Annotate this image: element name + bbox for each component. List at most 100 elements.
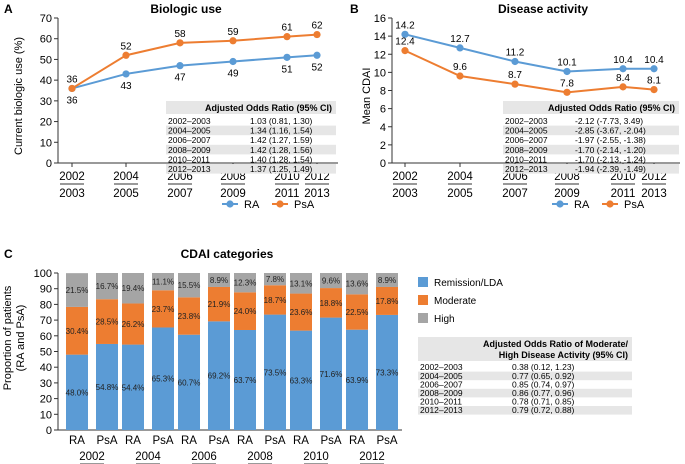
panel-b-xtick-label-bottom: 2005 bbox=[447, 188, 473, 200]
panel-c-bar-segment-remission bbox=[264, 314, 286, 430]
panel-b-table-period: 2010–2011 bbox=[505, 154, 547, 164]
panel-c-bar-segment-remission bbox=[346, 329, 368, 430]
panel-b-ytick-label: 12 bbox=[374, 49, 386, 61]
panel-c-bar-value-moderate: 24.0% bbox=[234, 307, 257, 316]
panel-b-xtick-label-bottom: 2011 bbox=[611, 188, 636, 200]
panel-c-bar-segment-high bbox=[346, 273, 368, 295]
panel-c-bar-segment-moderate bbox=[208, 286, 230, 322]
panel-c-bar-value-remission: 60.7% bbox=[178, 378, 201, 387]
panel-c-group-label-top: 2004 bbox=[135, 451, 161, 463]
panel-a-table-period: 2010–2011 bbox=[168, 154, 210, 164]
panel-a-table-value: 1.42 (1.27, 1.59) bbox=[250, 135, 313, 145]
panel-c-bar-value-remission: 48.0% bbox=[66, 388, 89, 397]
panel-c-table-value: 0.85 (0.74, 0.97) bbox=[512, 379, 575, 389]
panel-c-bar-label: PsA bbox=[96, 435, 117, 447]
panel-a-point-psa bbox=[229, 37, 237, 45]
panel-b-table-value: -1.70 (-2.13, -1.24) bbox=[575, 154, 646, 164]
panel-b-point-ra bbox=[456, 44, 464, 52]
panel-b-title: Disease activity bbox=[498, 2, 588, 16]
panel-a-ytick-label: 10 bbox=[40, 137, 52, 149]
panel-c-bar-segment-high bbox=[152, 273, 174, 291]
panel-b-letter: B bbox=[350, 2, 359, 16]
panel-c-table-row-bg bbox=[418, 388, 632, 398]
panel-a-legend-label-ra: RA bbox=[244, 199, 260, 211]
panel-c-legend-label-moderate: Moderate bbox=[434, 296, 477, 307]
panel-b-table-row-bg bbox=[503, 144, 679, 155]
panel-a-xtick-label-top: 2006 bbox=[167, 171, 193, 183]
panel-b-table-value: -1.70 (-2.14, -1.20) bbox=[575, 145, 646, 155]
panel-a-xtick-label-bottom: 2003 bbox=[59, 188, 85, 200]
panel-b-table-header-bg bbox=[503, 101, 679, 114]
panel-a-ytick-label: 40 bbox=[40, 75, 52, 87]
panel-c-bar-segment-remission bbox=[320, 317, 342, 430]
panel-b-ytick-label: 2 bbox=[380, 140, 386, 152]
panel-c-ytick-label: 90 bbox=[40, 284, 52, 296]
panel-c-letter: C bbox=[4, 247, 13, 261]
panel-c-bar-label: RA bbox=[237, 435, 253, 447]
panel-b-data-label-psa: 7.8 bbox=[560, 78, 574, 89]
panel-b-table-row-bg bbox=[503, 164, 679, 174]
panel-c-bar-label: RA bbox=[181, 435, 197, 447]
panel-c-legend-label-high: High bbox=[434, 314, 455, 325]
panel-b-data-label-psa: 12.4 bbox=[395, 37, 415, 48]
panel-b-table-period: 2002–2003 bbox=[505, 116, 548, 126]
panel-b-data-label-ra: 10.4 bbox=[644, 55, 664, 66]
panel-c-group-label-top: 2006 bbox=[191, 451, 217, 463]
panel-c-table-value: 0.38 (0.12, 1.23) bbox=[512, 362, 575, 372]
panel-c-bar-segment-moderate bbox=[346, 294, 368, 330]
panel-c-bar-value-moderate: 28.5% bbox=[96, 318, 119, 327]
panel-a-table-value: 1.34 (1.16, 1.54) bbox=[250, 126, 313, 136]
panel-c-bar-label: PsA bbox=[264, 435, 285, 447]
panel-b-ytick-label: 4 bbox=[380, 122, 386, 134]
panel-c-table-period: 2004–2005 bbox=[420, 371, 463, 381]
panel-c-bar-value-moderate: 23.7% bbox=[152, 305, 175, 314]
panel-c-ytick-label: 0 bbox=[46, 425, 52, 437]
panel-c-ylabel-line1: Proportion of patients bbox=[2, 285, 14, 390]
panel-c-legend-swatch-high bbox=[418, 313, 428, 323]
panel-b-point-psa bbox=[456, 72, 464, 80]
panel-b-xtick-label-top: 2012 bbox=[641, 171, 667, 183]
panel-b-ytick-label: 0 bbox=[380, 158, 386, 170]
panel-c-bar-label: RA bbox=[125, 435, 141, 447]
panel-b-table-value: -2.85 (-3.67, -2.04) bbox=[575, 126, 646, 136]
panel-b-point-ra bbox=[563, 67, 571, 76]
panel-c-ytick-label: 60 bbox=[40, 331, 52, 343]
panel-c-bar-label: PsA bbox=[376, 435, 397, 447]
panel-a-data-label-psa: 62 bbox=[311, 21, 323, 32]
panel-c-bar-value-remission: 63.3% bbox=[290, 376, 313, 385]
panel-c-bar-segment-remission bbox=[66, 354, 88, 430]
panel-a-data-label-psa: 36 bbox=[66, 74, 78, 85]
panel-c-table-period: 2012–2013 bbox=[420, 405, 463, 415]
panel-c-ytick-label: 10 bbox=[40, 409, 52, 421]
panel-a-table-value: 1.42 (1.28, 1.56) bbox=[250, 145, 313, 155]
panel-c-bar-segment-high bbox=[66, 273, 88, 307]
panel-b-table-period: 2004–2005 bbox=[505, 126, 548, 136]
panel-a-data-label-ra: 36 bbox=[66, 95, 78, 106]
panel-b-xtick-label-bottom: 2013 bbox=[641, 188, 667, 200]
panel-c-table-value: 0.77 (0.65, 0.92) bbox=[512, 371, 575, 381]
panel-c-bar-segment-moderate bbox=[320, 288, 342, 318]
panel-b-ytick-label: 10 bbox=[374, 67, 386, 79]
panel-c-bar-segment-high bbox=[376, 273, 398, 287]
panel-b-point-ra bbox=[650, 65, 658, 73]
panel-a-xtick-label-top: 2010 bbox=[274, 171, 300, 183]
panel-c-bar-segment-high bbox=[96, 273, 118, 300]
panel-c-bar-value-remission: 63.7% bbox=[234, 376, 257, 385]
panel-c-bar-segment-moderate bbox=[234, 292, 256, 330]
panel-c-bar-segment-moderate bbox=[376, 286, 398, 315]
panel-a-legend-label-psa: PsA bbox=[294, 199, 315, 211]
panel-b-xtick-label-top: 2010 bbox=[610, 171, 636, 183]
panel-c-title: CDAI categories bbox=[181, 247, 274, 261]
panel-c-bar-value-high: 19.4% bbox=[122, 284, 145, 293]
panel-c-bar-value-high: 8.9% bbox=[210, 276, 228, 285]
panel-c-bar-value-moderate: 23.6% bbox=[290, 308, 313, 317]
panel-c-table-header-line2: High Disease Activity (95% CI) bbox=[499, 350, 628, 360]
panel-b-legend-marker-ra bbox=[556, 200, 564, 208]
panel-b-point-psa bbox=[401, 47, 409, 55]
panel-a-ylabel: Current biologic use (%) bbox=[13, 37, 25, 155]
panel-a-series-line-psa bbox=[71, 33, 318, 90]
panel-c-bar-value-high: 13.6% bbox=[346, 280, 369, 289]
panel-b-legend-label-psa: PsA bbox=[624, 199, 645, 211]
panel-b-table-value: -1.97 (-2.55, -1.38) bbox=[575, 135, 646, 145]
panel-c-table-period: 2006–2007 bbox=[420, 379, 463, 389]
